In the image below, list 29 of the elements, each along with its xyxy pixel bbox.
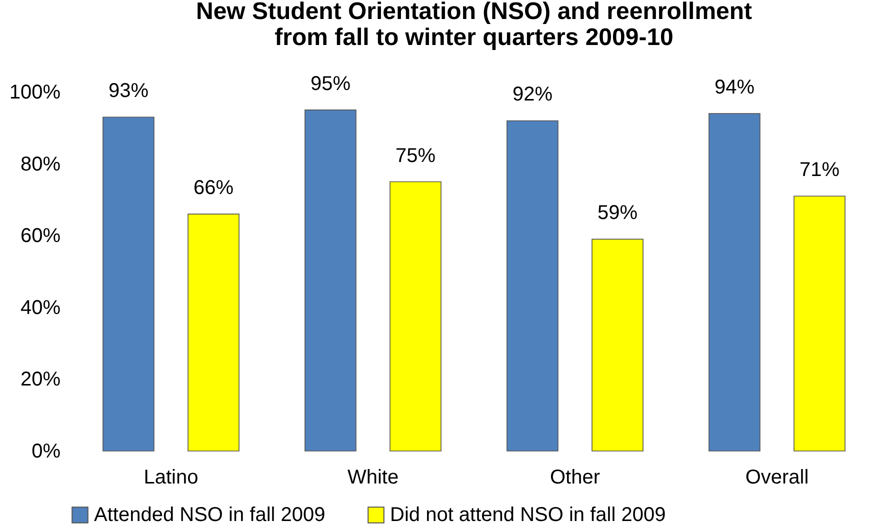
bar <box>794 196 846 452</box>
legend-label: Did not attend NSO in fall 2009 <box>390 504 666 526</box>
x-tick-label: Latino <box>144 466 198 488</box>
y-tick-label: 100% <box>9 82 61 104</box>
bar <box>708 113 760 452</box>
x-tick-label: White <box>347 466 399 488</box>
legend-label: Attended NSO in fall 2009 <box>94 504 326 526</box>
y-tick-label: 0% <box>32 440 61 462</box>
bar <box>390 181 442 452</box>
data-label: 93% <box>108 80 149 102</box>
y-tick-label: 60% <box>20 225 61 248</box>
x-tick-label: Overall <box>745 466 809 488</box>
data-label: 92% <box>512 84 553 106</box>
data-label: 71% <box>800 159 840 182</box>
data-label: 95% <box>310 72 351 95</box>
bar <box>102 116 154 452</box>
bar <box>506 120 558 452</box>
y-tick-label: 20% <box>20 368 61 391</box>
data-label: 59% <box>598 202 638 224</box>
y-tick-label: 80% <box>20 153 61 176</box>
bar <box>304 110 356 452</box>
data-label: 66% <box>194 177 234 200</box>
data-label: 94% <box>714 76 755 99</box>
bar <box>188 214 240 452</box>
y-tick-label: 40% <box>20 296 61 319</box>
bar <box>592 238 644 452</box>
x-tick-label: Other <box>550 466 600 488</box>
data-label: 75% <box>396 144 436 167</box>
chart-title: New Student Orientation (NSO) and reenrollment from fall to winter quarters 2009-10 <box>196 0 752 51</box>
